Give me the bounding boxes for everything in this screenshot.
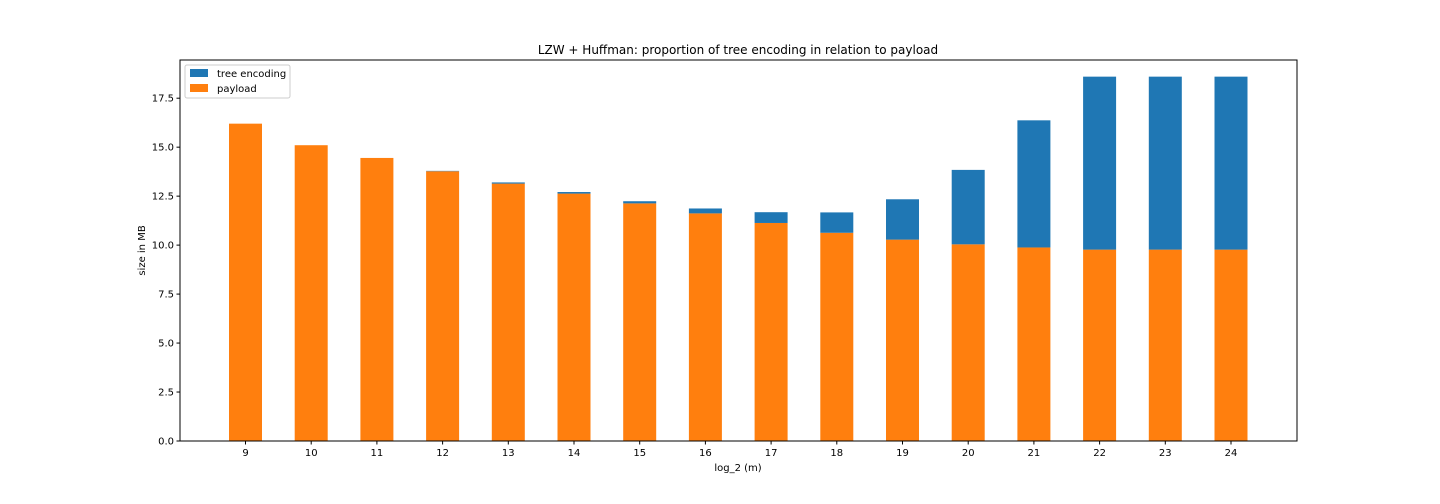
bar-tree-encoding-24 (1214, 76, 1248, 250)
x-tick-label: 20 (962, 448, 975, 459)
x-tick-label: 21 (1028, 448, 1041, 459)
legend-swatch-payload (190, 84, 208, 92)
bar-payload-10 (294, 145, 328, 441)
x-tick-label: 23 (1159, 448, 1172, 459)
bar-payload-23 (1148, 249, 1182, 441)
legend-label-payload: payload (217, 84, 257, 95)
x-tick-label: 16 (699, 448, 712, 459)
y-tick-label: 2.5 (158, 388, 174, 399)
bar-tree-encoding-22 (1083, 76, 1117, 250)
bar-payload-21 (1017, 247, 1051, 441)
x-axis-label: log_2 (m) (714, 463, 761, 474)
bar-tree-encoding-23 (1148, 76, 1182, 250)
bar-tree-encoding-21 (1017, 120, 1051, 248)
bar-payload-11 (360, 157, 394, 441)
chart-title: LZW + Huffman: proportion of tree encodi… (538, 43, 938, 57)
y-tick-label: 17.5 (152, 94, 174, 105)
bar-payload-17 (754, 222, 788, 441)
legend-swatch-tree-encoding (190, 69, 208, 77)
y-axis: 0.0 2.5 5.0 7.5 10.0 12.5 15.0 17.5 (152, 94, 180, 448)
bar-tree-encoding-19 (886, 199, 919, 240)
y-tick-label: 12.5 (152, 192, 174, 203)
bars (229, 76, 1248, 441)
bar-tree-encoding-20 (951, 169, 985, 245)
bar-payload-19 (886, 239, 919, 441)
y-tick-label: 10.0 (152, 241, 174, 252)
bar-tree-encoding-16 (688, 208, 722, 214)
plot-area (179, 59, 1298, 442)
legend: tree encoding payload (184, 64, 291, 99)
bar-payload-22 (1083, 249, 1117, 441)
x-tick-label: 9 (242, 448, 248, 459)
bar-tree-encoding-14 (557, 192, 591, 194)
x-tick-label: 19 (896, 448, 909, 459)
bar-payload-9 (229, 123, 262, 441)
x-tick-label: 14 (568, 448, 581, 459)
x-tick-label: 24 (1225, 448, 1238, 459)
bar-tree-encoding-13 (491, 182, 525, 184)
bar-payload-18 (820, 232, 854, 441)
x-axis: 9 10 11 12 13 14 15 16 17 18 19 20 21 22 23 24 (242, 441, 1237, 459)
x-tick-label: 22 (1093, 448, 1106, 459)
bar-payload-16 (688, 213, 722, 441)
legend-label-tree-encoding: tree encoding (217, 69, 286, 80)
legend-box (184, 64, 291, 99)
bar-payload-15 (623, 203, 657, 441)
x-tick-label: 11 (371, 448, 384, 459)
y-tick-label: 15.0 (152, 143, 174, 154)
y-tick-label: 5.0 (158, 339, 174, 350)
y-tick-label: 0.0 (158, 437, 174, 448)
x-tick-label: 13 (502, 448, 515, 459)
bar-tree-encoding-17 (754, 212, 788, 223)
y-tick-label: 7.5 (158, 290, 174, 301)
bar-tree-encoding-15 (623, 201, 657, 204)
x-tick-label: 18 (830, 448, 843, 459)
x-tick-label: 10 (305, 448, 318, 459)
x-tick-label: 15 (633, 448, 646, 459)
bar-payload-14 (557, 193, 591, 441)
bar-payload-13 (491, 183, 525, 441)
bar-payload-20 (951, 244, 985, 441)
bar-payload-24 (1214, 249, 1248, 441)
x-tick-label: 12 (436, 448, 449, 459)
bar-payload-12 (426, 171, 460, 441)
bar-tree-encoding-18 (820, 212, 854, 233)
x-tick-label: 17 (765, 448, 778, 459)
y-axis-label: size in MB (137, 225, 148, 275)
